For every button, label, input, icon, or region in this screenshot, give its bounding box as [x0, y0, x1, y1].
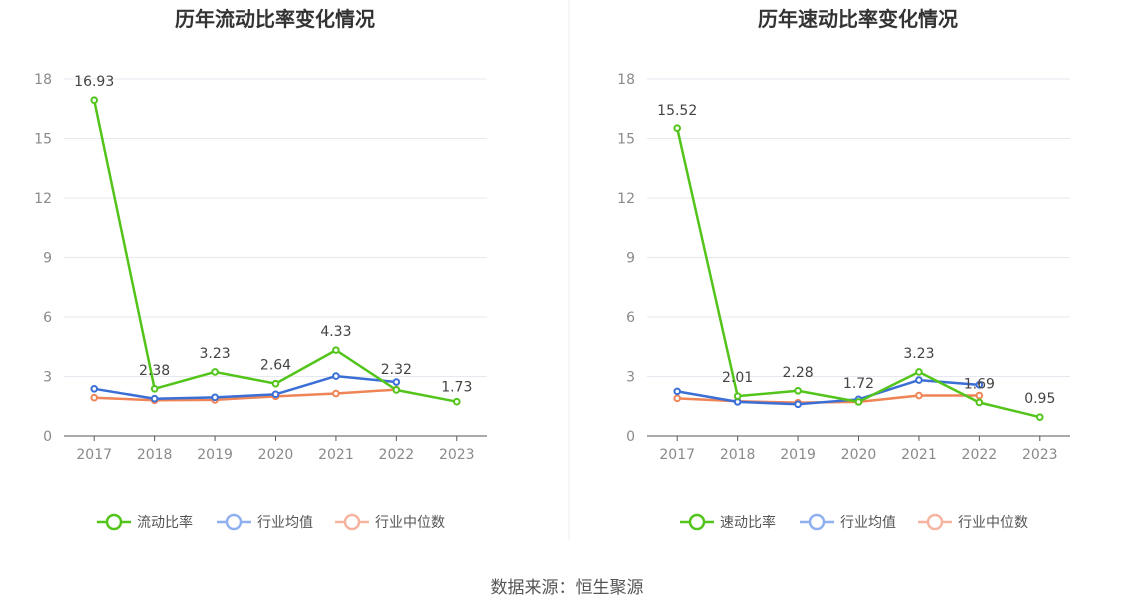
x-tick-label: 2021 [318, 447, 354, 463]
current-ratio-chart: 历年流动比率变化情况 0 3 6 9 12 15 18 2017 2018 2019 2020 202… [34, 7, 487, 531]
industry-avg-series-point[interactable] [90, 384, 99, 393]
industry-avg-series-point[interactable] [271, 390, 280, 399]
chart-title: 历年速动比率变化情况 [758, 7, 958, 31]
y-tick-label: 3 [626, 370, 635, 386]
x-tick-label: 2018 [137, 447, 173, 463]
legend-label: 行业均值 [840, 515, 896, 531]
y-tick-label: 0 [43, 429, 52, 445]
company-series-line [92, 99, 458, 403]
x-tick-label: 2020 [841, 447, 877, 463]
industry-avg-series-line [677, 378, 980, 406]
y-tick-label: 6 [43, 310, 52, 326]
chart-title: 历年流动比率变化情况 [175, 7, 375, 31]
x-tick-label: 2023 [439, 447, 475, 463]
company-series-point[interactable] [452, 397, 461, 406]
data-label: 3.23 [199, 346, 230, 362]
y-tick-label: 12 [617, 191, 635, 207]
industry-median-series-point[interactable] [673, 394, 682, 403]
data-label: 2.38 [139, 363, 170, 379]
legend-item-industry-median[interactable]: 行业中位数 [335, 513, 445, 531]
y-tick-label: 9 [626, 251, 635, 267]
y-tick-label: 15 [34, 132, 52, 148]
x-tick-label: 2022 [962, 447, 998, 463]
industry-avg-series-point[interactable] [673, 387, 682, 396]
industry-avg-series-point[interactable] [915, 376, 923, 384]
company-series-point[interactable] [794, 386, 802, 395]
x-tick-label: 2020 [258, 447, 294, 463]
legend-label: 流动比率 [137, 514, 193, 531]
x-tick-label: 2017 [76, 447, 112, 463]
x-tick-label: 2019 [780, 447, 816, 463]
y-tick-label: 18 [617, 72, 635, 88]
company-series-point[interactable] [332, 346, 340, 354]
data-label: 2.28 [782, 365, 813, 381]
industry-median-series-point[interactable] [975, 391, 984, 400]
y-tick-label: 9 [43, 251, 52, 267]
industry-avg-series-point[interactable] [211, 393, 219, 402]
company-series-point[interactable] [271, 379, 280, 388]
y-tick-label: 15 [617, 132, 635, 148]
company-series-point[interactable] [150, 384, 159, 393]
legend-label: 行业均值 [257, 515, 313, 531]
company-series-point[interactable] [1035, 413, 1044, 421]
company-series-point[interactable] [915, 368, 923, 376]
legend-label: 行业中位数 [958, 515, 1028, 531]
industry-avg-series-point[interactable] [332, 372, 340, 380]
industry-median-series-line [94, 388, 397, 402]
industry-avg-series-point[interactable] [392, 378, 401, 386]
chart-legend: 流动比率 行业均值 行业中位数 [97, 513, 445, 531]
x-tick-label: 2017 [659, 447, 695, 463]
company-series-point[interactable] [673, 124, 682, 132]
x-tick-label: 2021 [901, 447, 937, 463]
chart-legend: 速动比率 行业均值 行业中位数 [680, 513, 1028, 531]
data-label: 15.52 [657, 103, 697, 119]
data-label: 2.64 [260, 358, 291, 374]
data-label: 0.95 [1024, 391, 1055, 407]
company-series-point[interactable] [392, 386, 401, 394]
company-series-point[interactable] [90, 96, 99, 105]
x-tick-label: 2022 [379, 447, 415, 463]
quick-ratio-chart: 历年速动比率变化情况 0 3 6 9 12 15 18 2017 2018 2019 2020 202… [617, 7, 1070, 531]
industry-median-series-point[interactable] [90, 393, 99, 402]
legend-label: 行业中位数 [375, 515, 445, 531]
data-label: 16.93 [74, 74, 114, 90]
legend-item-company[interactable]: 流动比率 [97, 513, 193, 531]
industry-median-series-point[interactable] [915, 391, 923, 400]
y-tick-label: 12 [34, 191, 52, 207]
x-tick-label: 2018 [720, 447, 756, 463]
company-series-point[interactable] [975, 398, 984, 407]
data-label: 2.32 [381, 362, 412, 378]
legend-item-industry-median[interactable]: 行业中位数 [918, 513, 1028, 531]
x-tick-label: 2023 [1022, 447, 1058, 463]
industry-avg-series-point[interactable] [794, 400, 802, 409]
data-label: 1.72 [843, 376, 874, 392]
legend-label: 速动比率 [720, 514, 776, 531]
data-label: 2.01 [722, 370, 753, 386]
data-label: 1.73 [441, 380, 472, 396]
legend-item-company[interactable]: 速动比率 [680, 513, 776, 531]
data-label: 4.33 [320, 324, 351, 340]
data-label: 1.69 [964, 376, 995, 392]
y-tick-label: 3 [43, 370, 52, 386]
company-series-point[interactable] [733, 392, 742, 400]
data-label: 3.23 [903, 346, 934, 362]
company-series-point[interactable] [854, 398, 863, 406]
industry-avg-series-point[interactable] [975, 381, 984, 389]
x-tick-label: 2019 [197, 447, 233, 463]
y-tick-label: 6 [626, 310, 635, 326]
industry-avg-series-point[interactable] [150, 394, 159, 403]
industry-median-series-point[interactable] [332, 389, 340, 398]
legend-item-industry-avg[interactable]: 行业均值 [800, 513, 896, 531]
industry-avg-series-line [94, 374, 397, 400]
y-tick-label: 0 [626, 429, 635, 445]
y-tick-label: 18 [34, 72, 52, 88]
data-source-label: 数据来源：恒生聚源 [491, 578, 644, 598]
company-series-point[interactable] [211, 368, 219, 376]
legend-item-industry-avg[interactable]: 行业均值 [217, 513, 313, 531]
